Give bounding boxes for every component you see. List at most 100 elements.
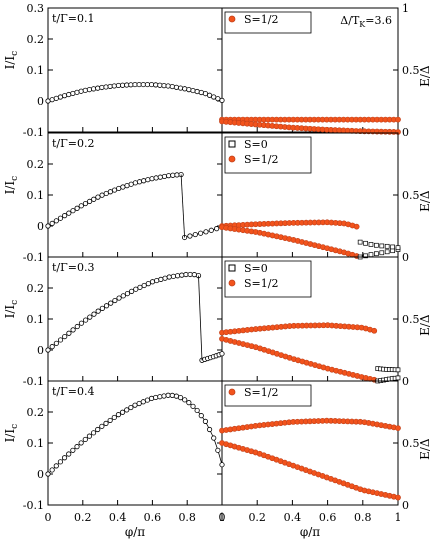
current-point: [57, 215, 64, 221]
annotation: Δ/TK=3.6: [340, 14, 392, 29]
current-point: [215, 96, 221, 102]
current-point: [103, 190, 109, 197]
current-point: [161, 83, 167, 89]
legend-label: S=1/2: [244, 277, 278, 290]
left-y-tick-label: -0.1: [23, 499, 44, 512]
current-point: [169, 392, 175, 398]
current-point: [124, 290, 131, 297]
right-y-tick-label: 0: [402, 375, 409, 388]
current-point: [124, 183, 130, 189]
current-point: [136, 179, 143, 185]
current-point: [166, 274, 172, 280]
current-point: [161, 173, 168, 180]
left-y-tick-label: 0.1: [27, 437, 45, 450]
legend-marker-s-half: [228, 155, 236, 163]
current-point: [111, 83, 117, 89]
current-point: [53, 218, 59, 224]
current-point: [132, 81, 138, 88]
legend-marker-s-half: [228, 15, 236, 23]
current-point: [86, 433, 93, 439]
current-point: [191, 272, 197, 278]
right-y-tick-label: 0.5: [402, 313, 420, 326]
current-point: [145, 177, 151, 183]
left-y-tick-label: 0: [37, 344, 44, 357]
panel-1: -0.1 0 0.1 0.2 0.3 0 0.5 1 I/Ic E/Δ t/Γ=0.1 S=1/2 Δ/…: [3, 2, 432, 139]
current-point: [219, 462, 225, 468]
current-line: [47, 274, 199, 351]
current-point: [99, 423, 105, 429]
current-point: [49, 220, 55, 227]
current-point: [90, 430, 97, 436]
current-point: [119, 82, 126, 88]
current-point: [141, 178, 147, 184]
current-point: [53, 95, 59, 101]
current-point: [120, 184, 126, 190]
left-y-axis-label: I/Ic: [3, 300, 20, 319]
energy-s0-point: [374, 251, 379, 257]
current-jump: [180, 174, 185, 238]
x-tick-label-left: 1: [219, 511, 226, 524]
right-y-axis-label: E/Δ: [418, 438, 432, 460]
energy-s-half-point: [395, 425, 401, 432]
current-point: [153, 82, 159, 88]
left-y-tick-label: 0.3: [27, 2, 45, 15]
current-point: [53, 340, 59, 346]
current-point: [103, 303, 110, 309]
current-point: [70, 208, 76, 214]
left-y-axis-label: I/Ic: [3, 424, 20, 443]
current-after-point: [203, 229, 209, 235]
current-point: [141, 282, 147, 289]
current-point: [133, 286, 139, 292]
energy-s0-point: [363, 240, 368, 246]
energy-s-half-point: [395, 494, 401, 501]
current-point: [202, 90, 209, 97]
left-y-axis-label: I/Ic: [3, 176, 20, 195]
current-point: [128, 181, 134, 187]
current-point: [153, 175, 159, 181]
x-tick-label-left: 0.4: [109, 511, 127, 524]
current-point: [99, 84, 105, 91]
current-point: [140, 399, 146, 405]
current-point: [116, 295, 122, 301]
current-point: [115, 82, 122, 89]
current-point: [187, 271, 193, 278]
current-point: [128, 404, 134, 411]
left-y-tick-label: -0.1: [23, 126, 44, 139]
current-point: [170, 273, 177, 279]
left-y-tick-label: 0.2: [27, 282, 45, 295]
x-axis-label-left: φ/π: [125, 525, 145, 539]
current-after-point: [187, 233, 193, 239]
current-point: [219, 97, 225, 103]
current-point: [49, 344, 55, 350]
legend-marker-s-half: [228, 388, 236, 396]
current-point: [86, 198, 93, 205]
legend-label: S=1/2: [244, 386, 278, 399]
current-point: [144, 81, 151, 88]
current-point: [66, 210, 72, 216]
right-y-tick-label: 0.5: [402, 189, 420, 202]
right-y-axis-label: E/Δ: [418, 314, 432, 336]
legend-marker-s0: [228, 264, 236, 272]
current-point: [198, 413, 204, 419]
current-point: [136, 400, 142, 407]
current-point: [162, 275, 168, 281]
x-axis-label-right: φ/π: [300, 525, 320, 539]
current-point: [95, 308, 101, 314]
left-y-axis-label-sub: c: [10, 176, 20, 181]
current-point: [170, 172, 176, 178]
current-point: [165, 392, 171, 398]
legend-label: S=0: [244, 138, 268, 151]
current-point: [112, 297, 118, 304]
current-point: [95, 85, 101, 91]
legend-marker-s-half: [228, 279, 236, 287]
current-point: [148, 81, 155, 88]
current-point: [166, 173, 172, 179]
current-point: [82, 87, 88, 93]
left-y-axis-label-sub: c: [10, 51, 20, 56]
current-point: [194, 88, 200, 95]
current-point: [140, 81, 146, 88]
current-point: [45, 223, 51, 229]
current-point: [173, 393, 180, 399]
current-point: [132, 180, 138, 186]
